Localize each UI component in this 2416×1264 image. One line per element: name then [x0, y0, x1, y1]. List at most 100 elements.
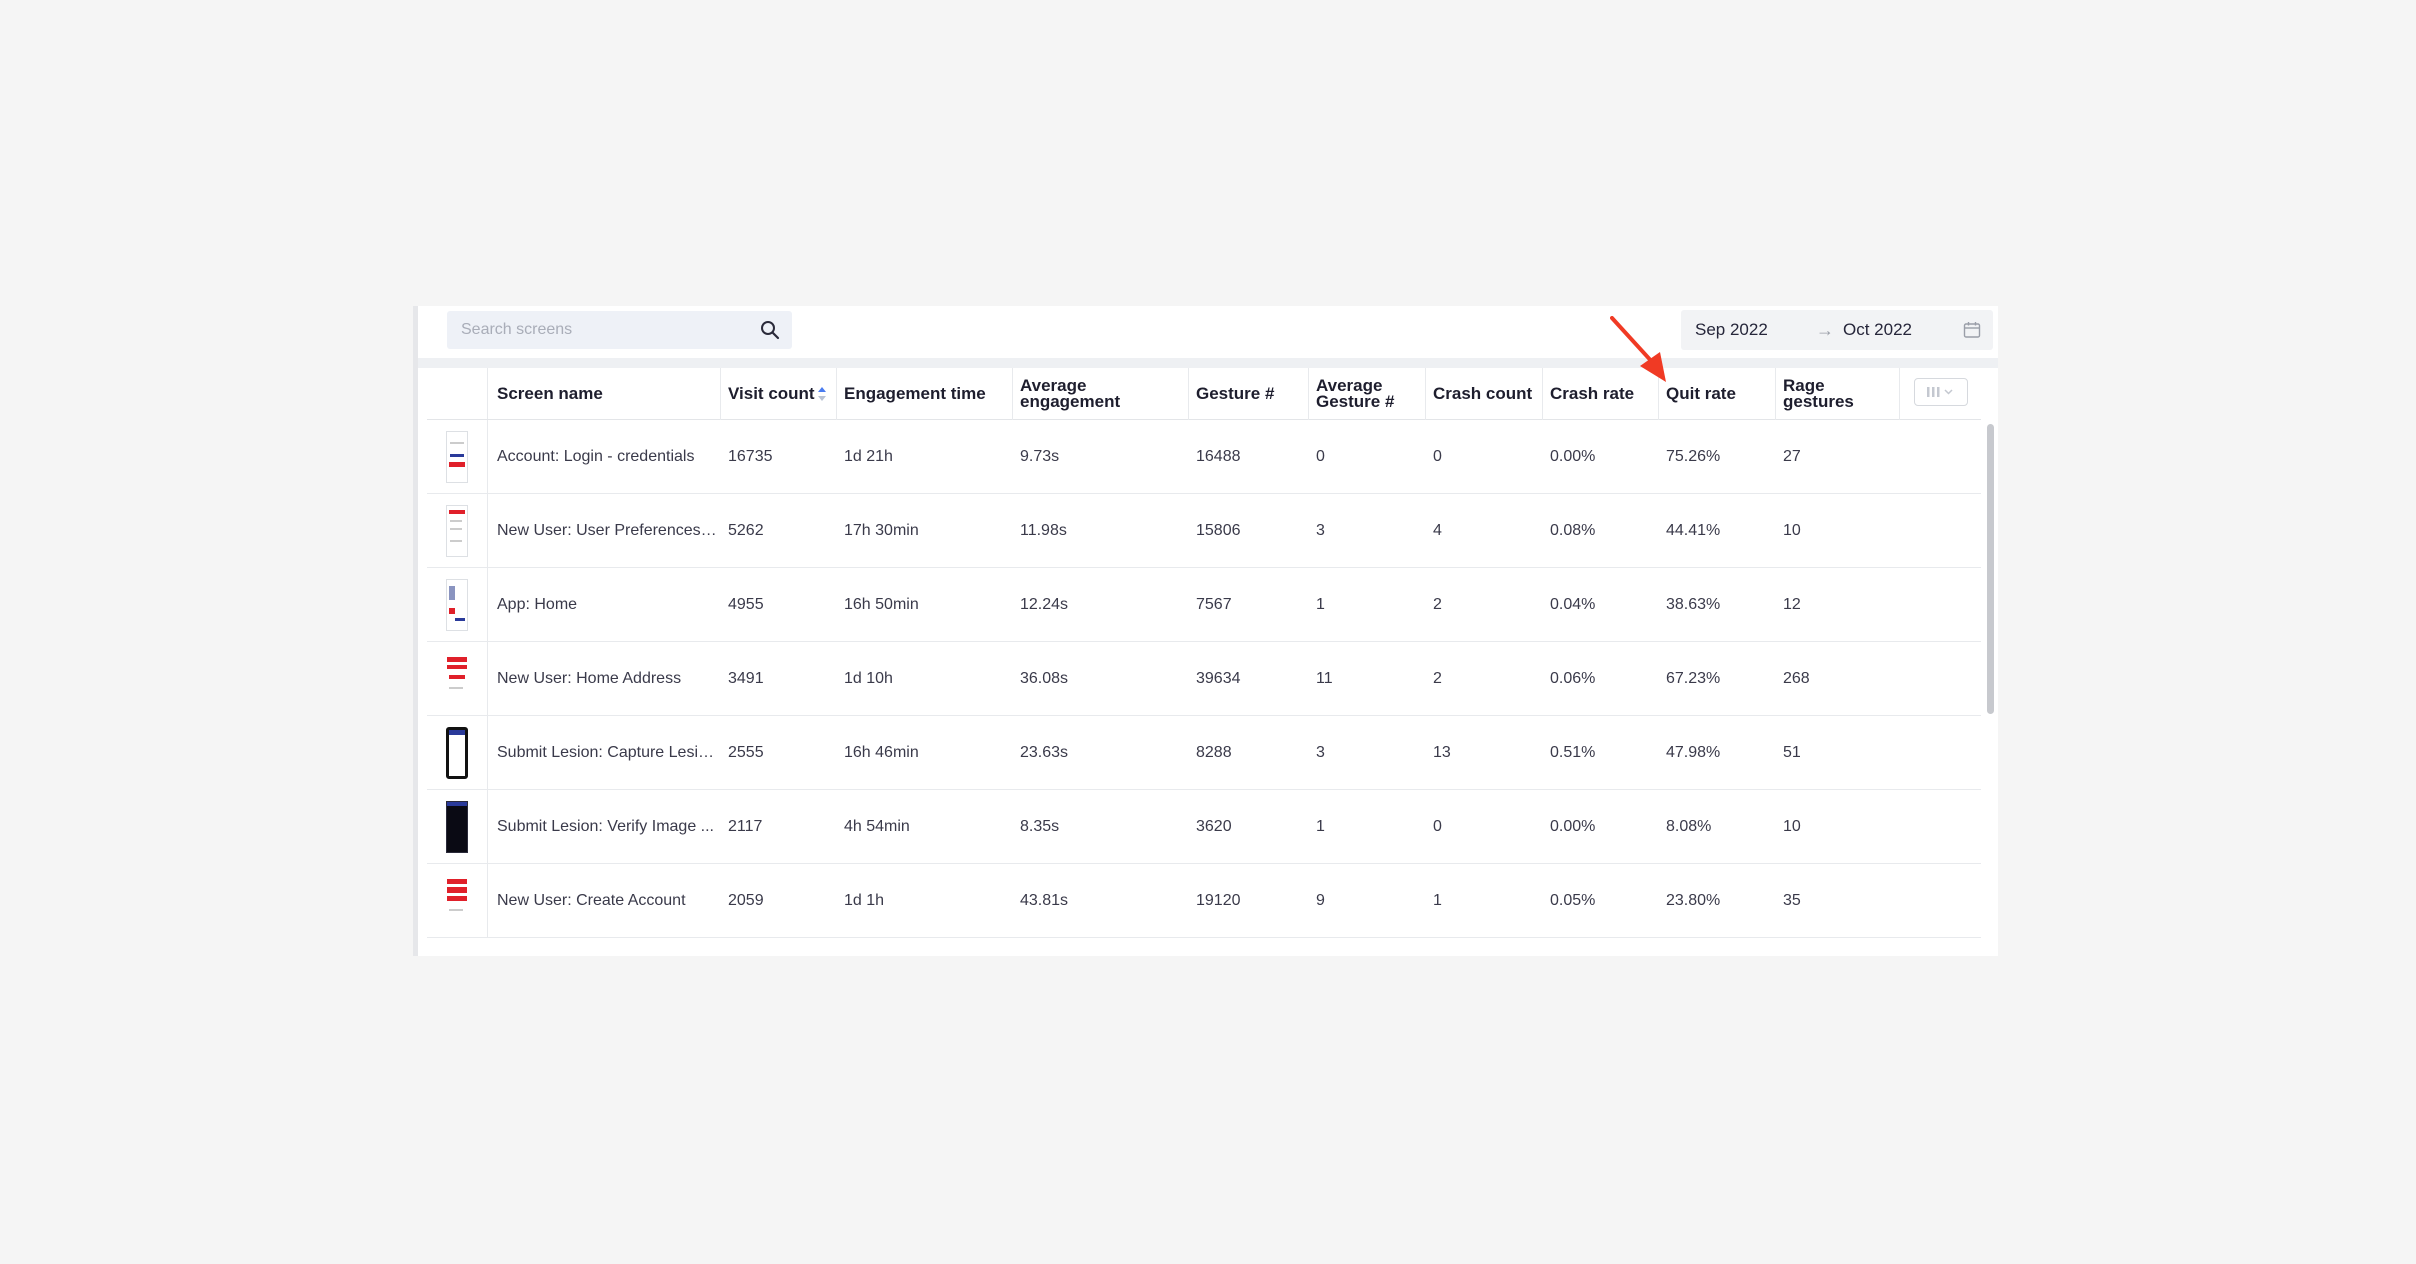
screen-name-cell: New User: User Preferences -...	[497, 522, 717, 539]
table-header: Screen name Visit count Engagement time …	[427, 368, 1981, 420]
average-engagement-cell: 36.08s	[1020, 669, 1069, 687]
screen-thumbnail	[446, 430, 468, 483]
screen-name-cell: Account: Login - credentials	[497, 448, 695, 465]
crash-rate-cell: 0.00%	[1550, 447, 1596, 465]
table-row[interactable]: Account: Login - credentials 16735 1d 21h 9…	[427, 420, 1981, 494]
visit-count-cell: 2059	[728, 891, 764, 909]
thumbnail-cell	[427, 864, 488, 937]
crash-rate-cell: 0.06%	[1550, 669, 1596, 687]
search-input[interactable]	[447, 310, 753, 350]
screens-panel: Sep 2022 → Oct 2022 Screen name Visit co…	[413, 306, 1998, 956]
header-rage-gestures[interactable]: Rage gestures	[1783, 375, 1854, 411]
average-engagement-cell: 9.73s	[1020, 447, 1060, 465]
engagement-time-cell: 16h 50min	[844, 595, 919, 613]
average-gesture-cell: 1	[1316, 595, 1325, 613]
crash-count-cell: 2	[1433, 669, 1442, 687]
quit-rate-cell: 38.63%	[1666, 595, 1721, 613]
date-start[interactable]: Sep 2022	[1695, 320, 1768, 339]
screen-thumbnail	[446, 726, 468, 779]
rage-gestures-cell: 10	[1783, 521, 1801, 539]
annotation-arrow-icon	[1610, 316, 1666, 382]
search-icon[interactable]	[760, 320, 780, 340]
date-range-picker[interactable]: Sep 2022 → Oct 2022	[1681, 310, 1993, 350]
thumbnail-cell	[427, 494, 488, 567]
gesture-count-cell: 39634	[1196, 669, 1241, 687]
visit-count-cell: 5262	[728, 521, 764, 539]
header-screen-name[interactable]: Screen name	[497, 383, 603, 403]
screen-name-cell: Submit Lesion: Verify Image ...	[497, 818, 714, 835]
visit-count-cell: 3491	[728, 669, 764, 687]
screen-thumbnail	[446, 800, 468, 853]
thumbnail-cell	[427, 642, 488, 715]
header-divider	[720, 368, 721, 420]
average-gesture-cell: 9	[1316, 891, 1325, 909]
header-divider	[1308, 368, 1309, 420]
average-engagement-cell: 8.35s	[1020, 817, 1060, 835]
table-row[interactable]: App: Home 4955 16h 50min 12.24s 7567 1 2 0.04% 3…	[427, 568, 1981, 642]
gesture-count-cell: 8288	[1196, 743, 1232, 761]
rage-gestures-cell: 51	[1783, 743, 1801, 761]
screen-name-cell: New User: Home Address	[497, 670, 682, 687]
header-quit-rate[interactable]: Quit rate	[1666, 383, 1736, 403]
toolbar-separator	[418, 358, 1998, 368]
gesture-count-cell: 15806	[1196, 521, 1241, 539]
visit-count-cell: 4955	[728, 595, 764, 613]
screen-thumbnail	[446, 578, 468, 631]
header-thumbnail	[427, 368, 488, 419]
sort-icon[interactable]	[817, 386, 827, 402]
search-box	[447, 310, 792, 350]
table-row[interactable]: New User: Create Account 2059 1d 1h 43.81s 1…	[427, 864, 1981, 938]
rage-gestures-cell: 35	[1783, 891, 1801, 909]
quit-rate-cell: 8.08%	[1666, 817, 1712, 835]
engagement-time-cell: 1d 10h	[844, 669, 893, 687]
calendar-icon[interactable]	[1963, 321, 1981, 339]
rage-gestures-cell: 12	[1783, 595, 1801, 613]
visit-count-cell: 2117	[728, 817, 763, 835]
average-gesture-cell: 11	[1316, 669, 1333, 687]
thumbnail-cell	[427, 420, 488, 493]
quit-rate-cell: 44.41%	[1666, 521, 1721, 539]
table-row[interactable]: New User: Home Address 3491 1d 10h 36.08s 39…	[427, 642, 1981, 716]
header-average-gesture[interactable]: Average Gesture #	[1316, 375, 1395, 411]
header-average-engagement[interactable]: Average engagement	[1020, 375, 1121, 411]
crash-count-cell: 2	[1433, 595, 1442, 613]
header-divider	[1188, 368, 1189, 420]
average-engagement-cell: 23.63s	[1020, 743, 1069, 761]
header-visit-count[interactable]: Visit count	[728, 368, 827, 419]
average-engagement-cell: 12.24s	[1020, 595, 1069, 613]
table-row[interactable]: Submit Lesion: Verify Image ... 2117 4h 54…	[427, 790, 1981, 864]
gesture-count-cell: 7567	[1196, 595, 1232, 613]
screen-thumbnail	[446, 652, 468, 705]
header-divider	[1658, 368, 1659, 420]
header-divider	[1775, 368, 1776, 420]
screen-name-cell: New User: Create Account	[497, 892, 686, 909]
columns-toggle-button[interactable]	[1914, 378, 1968, 406]
header-crash-count[interactable]: Crash count	[1433, 383, 1533, 403]
screen-name-cell: Submit Lesion: Capture Lesio...	[497, 744, 717, 761]
rage-gestures-cell: 268	[1783, 669, 1810, 687]
crash-rate-cell: 0.08%	[1550, 521, 1596, 539]
table-scrollbar[interactable]	[1987, 424, 1994, 714]
crash-rate-cell: 0.51%	[1550, 743, 1596, 761]
columns-icon	[1927, 387, 1953, 397]
gesture-count-cell: 16488	[1196, 447, 1241, 465]
header-gesture[interactable]: Gesture #	[1196, 383, 1275, 403]
header-crash-rate[interactable]: Crash rate	[1550, 383, 1635, 403]
rage-gestures-cell: 27	[1783, 447, 1801, 465]
engagement-time-cell: 17h 30min	[844, 521, 919, 539]
table-row[interactable]: New User: User Preferences -... 5262 17h 3…	[427, 494, 1981, 568]
engagement-time-cell: 1d 21h	[844, 447, 893, 465]
table-body: Account: Login - credentials 16735 1d 21h 9…	[427, 420, 1981, 938]
visit-count-cell: 2555	[728, 743, 764, 761]
table-row[interactable]: Submit Lesion: Capture Lesio... 2555 16h 4…	[427, 716, 1981, 790]
engagement-time-cell: 4h 54min	[844, 817, 910, 835]
average-engagement-cell: 11.98s	[1020, 521, 1067, 539]
date-arrow-icon: →	[1816, 319, 1834, 340]
crash-count-cell: 4	[1433, 521, 1442, 539]
date-end[interactable]: Oct 2022	[1843, 320, 1912, 339]
crash-count-cell: 0	[1433, 817, 1442, 835]
visit-count-cell: 16735	[728, 447, 773, 465]
header-engagement-time[interactable]: Engagement time	[844, 383, 986, 403]
crash-count-cell: 1	[1433, 891, 1442, 909]
thumbnail-cell	[427, 568, 488, 641]
